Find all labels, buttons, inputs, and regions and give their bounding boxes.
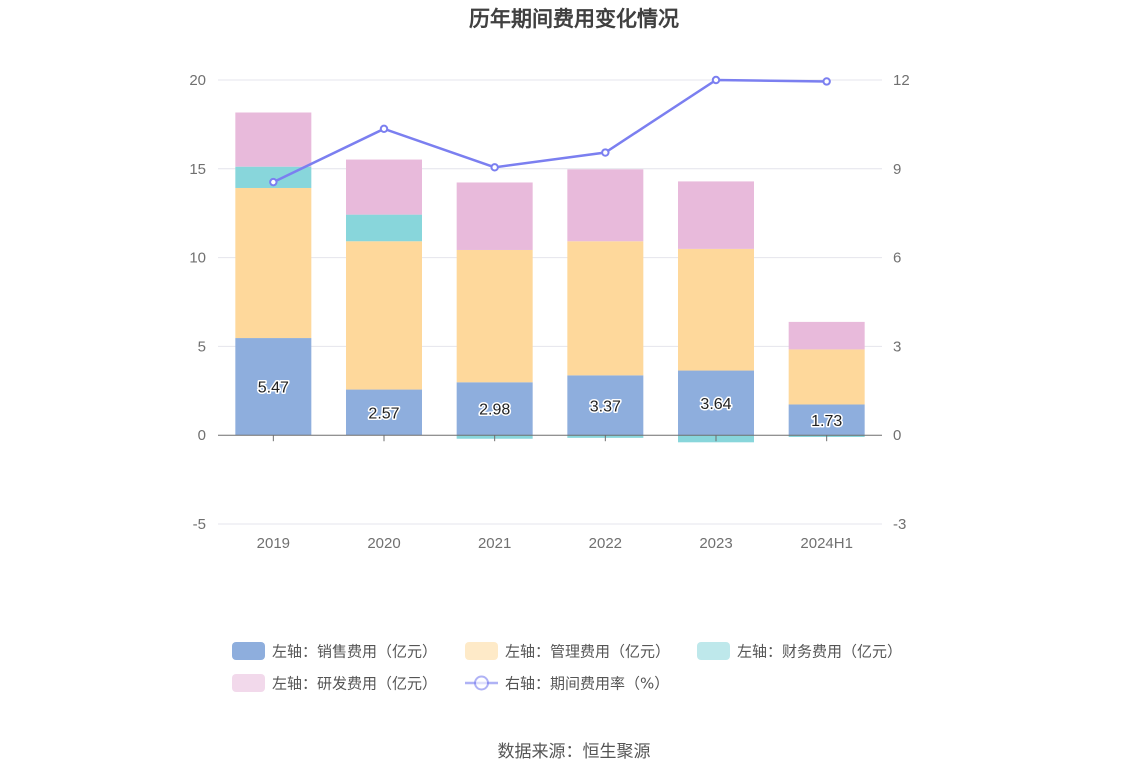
legend-swatch — [232, 642, 265, 660]
gridlines — [218, 79, 882, 525]
legend-swatch — [697, 642, 730, 660]
legend-label: 左轴：财务费用（亿元） — [737, 643, 902, 661]
legend-item[interactable]: 左轴：研发费用（亿元） — [232, 674, 437, 693]
legend-item[interactable]: 左轴：管理费用（亿元） — [465, 642, 670, 661]
left-tick-label: 15 — [189, 161, 206, 178]
rate-point — [269, 177, 278, 187]
rate-line-path — [272, 78, 827, 184]
right-tick-label: -3 — [893, 516, 906, 533]
legend-label: 左轴：研发费用（亿元） — [272, 675, 437, 693]
legend-label: 左轴：销售费用（亿元） — [272, 643, 437, 661]
x-axis-categories: 2019 2020 2021 2022 2023 2024H1 — [257, 535, 853, 552]
x-category-label: 2022 — [589, 535, 622, 552]
legend-label: 左轴：管理费用（亿元） — [505, 643, 670, 661]
bar-segment — [456, 182, 533, 250]
x-category-label: 2020 — [367, 535, 400, 552]
bar-segment — [678, 181, 754, 249]
bar-segment — [678, 370, 754, 436]
bar-segment — [567, 375, 644, 436]
bar-segment — [346, 241, 422, 390]
bar-segment — [456, 249, 533, 383]
bar-segment — [346, 389, 422, 436]
bar-segment — [235, 338, 312, 436]
rate-point — [711, 75, 721, 85]
data-label: 3.64 — [700, 396, 731, 413]
right-tick-label: 12 — [893, 72, 910, 89]
legend-item[interactable]: 左轴：销售费用（亿元） — [232, 642, 437, 661]
left-tick-label: 20 — [189, 72, 206, 89]
legend-marker — [474, 675, 489, 691]
bar-segment — [788, 404, 865, 436]
legend-swatch — [232, 674, 265, 692]
left-axis-ticks: -5 0 5 10 15 20 — [189, 72, 206, 533]
x-category-label: 2019 — [257, 535, 290, 552]
data-label: 1.73 — [811, 413, 842, 430]
rate-line — [269, 75, 831, 187]
bar-segment — [678, 248, 754, 371]
data-label: 3.37 — [590, 398, 621, 415]
rate-point — [490, 163, 499, 172]
bars — [235, 112, 865, 443]
data-label: 5.47 — [258, 380, 289, 397]
right-tick-label: 0 — [893, 427, 901, 444]
legend-swatch — [465, 642, 498, 660]
chart-title: 历年期间费用变化情况 — [469, 7, 679, 31]
rate-point — [379, 124, 389, 134]
left-tick-label: 0 — [198, 427, 206, 444]
legend-label: 右轴：期间费用率（%） — [505, 675, 669, 693]
x-category-label: 2024H1 — [800, 535, 853, 552]
left-tick-label: -5 — [193, 516, 206, 533]
left-tick-label: 5 — [198, 338, 206, 355]
bar-segment — [235, 112, 312, 167]
data-label: 2.57 — [368, 405, 399, 422]
bar-segment — [788, 349, 865, 405]
bar-segment — [456, 382, 533, 436]
bar-segment — [567, 169, 644, 242]
data-labels: 5.47 2.57 2.98 3.37 3.64 1.73 — [256, 378, 844, 431]
legend-item[interactable]: 左轴：财务费用（亿元） — [697, 642, 902, 661]
x-axis — [218, 434, 882, 442]
right-tick-label: 9 — [893, 161, 901, 178]
bar-segment — [567, 241, 644, 376]
rate-point — [601, 148, 610, 157]
bar-segment — [235, 187, 312, 339]
bar-segment — [788, 321, 865, 350]
legend-item[interactable]: 右轴：期间费用率（%） — [465, 675, 669, 693]
source-note: 数据来源：恒生聚源 — [498, 742, 651, 762]
data-label: 2.98 — [479, 402, 510, 419]
legend[interactable]: 左轴：销售费用（亿元） 左轴：管理费用（亿元） 左轴：财务费用（亿元） 左轴：研发费用… — [232, 642, 902, 693]
x-category-label: 2023 — [699, 535, 732, 552]
right-tick-label: 3 — [893, 338, 901, 355]
left-tick-label: 10 — [189, 250, 206, 267]
rate-point — [822, 77, 831, 86]
x-category-label: 2021 — [478, 535, 511, 552]
bar-segment — [346, 159, 422, 215]
right-axis-ticks: -3 0 3 6 9 12 — [893, 72, 910, 533]
bar-segment — [346, 214, 422, 242]
right-tick-label: 6 — [893, 250, 901, 267]
